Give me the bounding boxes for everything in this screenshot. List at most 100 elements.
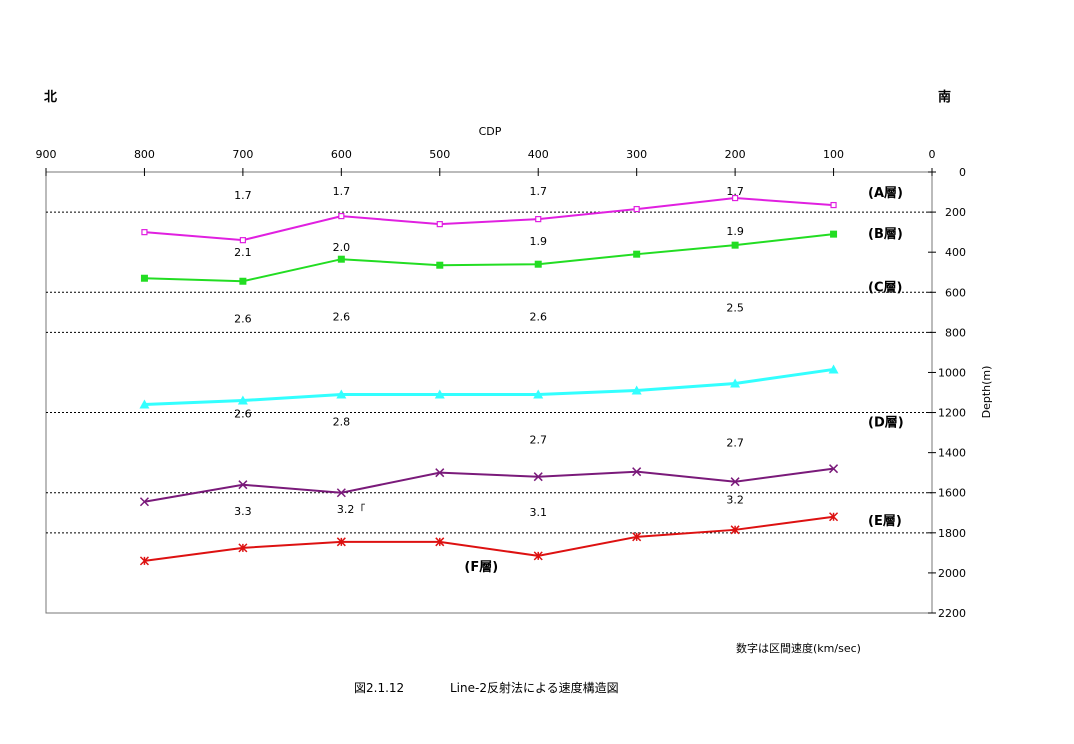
data-point: [533, 389, 544, 399]
velocity-label: 3.2「: [337, 503, 366, 516]
series-line: [144, 367, 834, 407]
series-0: [141, 194, 837, 244]
data-point: [631, 385, 642, 395]
y-tick-label: 2200: [938, 607, 966, 620]
data-point: [633, 250, 641, 258]
y-tick-label: 0: [959, 166, 966, 179]
gridlines: [46, 211, 932, 534]
x-tick-label: 700: [232, 148, 253, 161]
velocity-label: 1.9: [726, 225, 744, 238]
y-axis-title: Depth(m): [980, 366, 993, 419]
velocity-label: 1.7: [333, 185, 351, 198]
y-tick-label: 400: [945, 246, 966, 259]
velocity-label: 2.6: [234, 312, 252, 325]
y-tick-label: 1200: [938, 407, 966, 420]
data-point: [338, 213, 345, 220]
velocity-label: 1.9: [529, 235, 547, 248]
data-point: [239, 237, 246, 244]
layer-label: (D層): [868, 416, 904, 431]
x-tick-label: 400: [528, 148, 549, 161]
y-tick-label: 200: [945, 206, 966, 219]
data-point: [730, 525, 740, 535]
y-tick-label: 1600: [938, 487, 966, 500]
data-point: [534, 260, 542, 268]
series-4: [139, 512, 839, 566]
series-1: [140, 230, 838, 285]
data-point: [632, 532, 642, 542]
series-line: [144, 515, 834, 562]
velocity-label: 2.6: [529, 310, 547, 323]
x-tick-label: 900: [36, 148, 57, 161]
velocity-label: 3.1: [529, 506, 547, 519]
data-point: [141, 229, 148, 236]
series-line: [144, 467, 834, 503]
south-label: 南: [938, 89, 951, 105]
x-tick-label: 0: [929, 148, 936, 161]
data-point: [336, 488, 346, 498]
series-3: [139, 464, 839, 507]
y-tick-label: 600: [945, 286, 966, 299]
velocity-label: 2.7: [726, 437, 744, 450]
data-point: [828, 364, 839, 374]
north-label: 北: [44, 90, 57, 105]
y-tick-label: 800: [945, 326, 966, 339]
layer-label: (F層): [464, 560, 498, 575]
y-axis-ticks: 0 200 400 600 800 1000 1200 1400 1600 1800 2000 220…: [928, 166, 966, 620]
data-point: [336, 537, 346, 547]
x-tick-label: 100: [823, 148, 844, 161]
velocity-label: 1.7: [234, 189, 252, 202]
x-axis-title: CDP: [479, 125, 502, 138]
data-point: [139, 497, 149, 507]
data-point: [730, 378, 741, 388]
data-point: [632, 467, 642, 477]
data-point: [337, 255, 345, 263]
data-point: [435, 537, 445, 547]
layer-label: (E層): [868, 514, 902, 529]
x-tick-label: 800: [134, 148, 155, 161]
velocity-label: 2.0: [333, 241, 351, 254]
series-line: [144, 233, 834, 283]
x-tick-label: 600: [331, 148, 352, 161]
velocity-label: 2.6: [333, 310, 351, 323]
y-tick-label: 2000: [938, 567, 966, 580]
x-tick-label: 200: [725, 148, 746, 161]
data-point: [139, 399, 150, 409]
data-point: [830, 201, 837, 209]
y-tick-label: 1000: [938, 366, 966, 379]
x-tick-label: 300: [626, 148, 647, 161]
data-point: [436, 221, 443, 228]
data-point: [533, 472, 543, 482]
series-group: [139, 194, 839, 566]
data-point: [533, 551, 543, 561]
data-point: [732, 194, 739, 202]
velocity-label: 1.7: [529, 185, 547, 198]
velocity-label: 3.3: [234, 505, 252, 518]
data-point: [434, 389, 445, 399]
layer-labels: (A層) (B層) (C層) (D層) (E層) (F層): [464, 186, 903, 575]
velocity-label: 3.2: [726, 494, 744, 507]
y-tick-label: 1800: [938, 527, 966, 540]
data-point: [633, 205, 640, 213]
layer-label: (C層): [868, 280, 902, 295]
x-tick-label: 500: [429, 148, 450, 161]
figure-number: 図2.1.12: [354, 681, 404, 695]
x-axis-ticks: 900 800 700 600 500 400 300 200 100 0: [36, 148, 936, 176]
velocity-unit-note: 数字は区間速度(km/sec): [736, 641, 861, 655]
data-point: [140, 274, 148, 282]
velocity-label: 2.8: [333, 416, 351, 429]
data-point: [139, 556, 149, 566]
plot-area: [45, 171, 933, 614]
data-point: [336, 389, 347, 399]
layer-label: (A層): [868, 186, 903, 201]
data-point: [238, 480, 248, 490]
data-point: [829, 512, 839, 522]
data-point: [731, 241, 739, 249]
data-point: [730, 477, 740, 487]
data-point: [436, 261, 444, 269]
figure-caption: Line-2反射法による速度構造図: [450, 680, 619, 695]
data-point: [237, 395, 248, 405]
layer-label: (B層): [868, 227, 903, 242]
velocity-label: 2.5: [726, 301, 744, 314]
y-tick-label: 1400: [938, 447, 966, 460]
